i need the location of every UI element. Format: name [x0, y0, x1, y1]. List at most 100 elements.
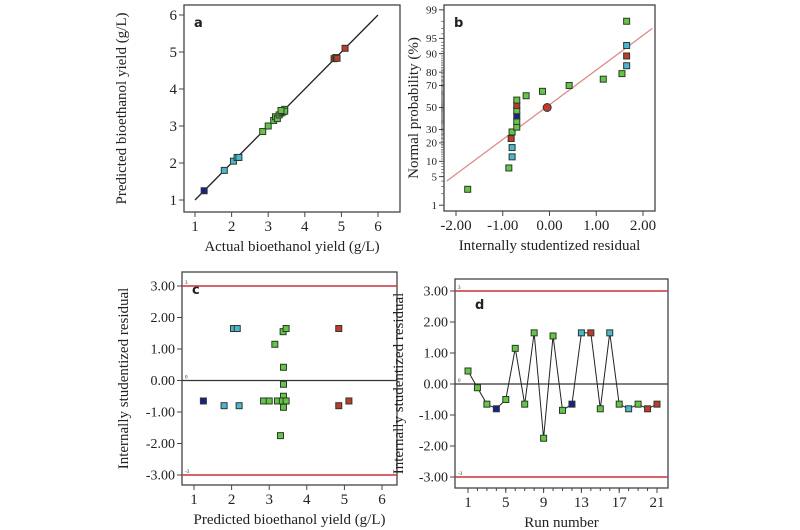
y-tick-label: 99 [426, 4, 438, 16]
x-axis-label: Actual bioethanol yield (g/L) [204, 239, 379, 255]
data-point [653, 400, 661, 408]
data-point [200, 187, 208, 195]
y-tick-label: 5 [170, 45, 178, 61]
y-tick-label: 1.00 [151, 343, 176, 358]
data-point [522, 92, 530, 100]
x-axis-label: Run number [524, 515, 599, 530]
data-point [634, 400, 642, 408]
plot-frame [183, 4, 401, 213]
data-point [618, 70, 626, 78]
data-point [464, 185, 472, 193]
data-point [233, 325, 241, 333]
x-tick-label: 2.00 [630, 218, 656, 234]
y-tick-label: 50 [426, 102, 438, 114]
x-tick-label: -1.00 [487, 218, 518, 234]
data-point [276, 432, 284, 440]
data-point [264, 122, 272, 130]
panel-label: c [192, 283, 200, 298]
y-tick-label: 2 [170, 156, 178, 172]
y-tick-label: 4 [170, 82, 178, 98]
y-tick-label: 95 [426, 33, 438, 45]
data-point [596, 405, 604, 413]
data-point [577, 329, 585, 337]
data-point [511, 344, 519, 352]
y-tick-label: -1.00 [419, 409, 448, 424]
x-axis-label: Predicted bioethanol yield (g/L) [193, 512, 385, 528]
data-point [568, 400, 576, 408]
data-point [508, 128, 516, 136]
data-point [623, 52, 631, 60]
data-point [492, 405, 500, 413]
data-point [199, 397, 207, 405]
data-point [220, 402, 228, 410]
x-tick-label: 1 [464, 495, 472, 511]
x-tick-label: 1.00 [583, 218, 609, 234]
data-point [260, 397, 268, 405]
data-point [530, 329, 538, 337]
x-tick-label: 0.00 [536, 218, 562, 234]
y-tick-label: 3.00 [151, 280, 176, 295]
data-point [565, 81, 573, 89]
y-axis-label: Internally studentized residual [391, 293, 407, 475]
y-tick-label: -3.00 [419, 471, 448, 486]
x-tick-label: 3 [264, 219, 272, 235]
data-point [265, 397, 273, 405]
x-tick-label: -2.00 [440, 218, 471, 234]
y-tick-label: 6 [170, 8, 178, 24]
data-point [644, 405, 652, 413]
x-tick-label: 4 [301, 219, 309, 235]
data-point [502, 396, 510, 403]
zero-line-label: 0 [185, 376, 188, 381]
y-tick-label: -2.00 [146, 437, 175, 452]
y-axis-label: Internally studentized residual [116, 288, 132, 470]
data-point [513, 123, 521, 131]
data-point [559, 406, 566, 414]
y-tick-label: 70 [426, 80, 438, 92]
y-tick-label: 3.00 [424, 285, 449, 300]
data-point [606, 329, 614, 337]
y-tick-label: 5 [432, 171, 438, 183]
x-tick-label: 6 [378, 492, 386, 508]
x-tick-label: 3 [265, 492, 273, 508]
y-tick-label: 20 [426, 137, 438, 149]
data-point [271, 340, 279, 348]
data-point [625, 405, 633, 413]
limit-line-label: 3 [458, 286, 461, 291]
x-tick-label: 5 [502, 495, 510, 511]
data-point [513, 96, 521, 104]
data-point [623, 42, 631, 50]
data-point [508, 153, 516, 161]
data-point [538, 87, 546, 95]
data-point [549, 332, 557, 340]
data-point [277, 106, 285, 114]
y-tick-label: -3.00 [146, 469, 175, 484]
zero-line-label: 0 [458, 379, 461, 384]
panel-d: 1 5 9 13 17 21 -3.00 -2.00 -1.00 0.00 1.00 2.00 3.00… [391, 278, 669, 530]
limit-line-label: 3 [185, 281, 188, 286]
y-tick-label: 30 [426, 124, 438, 136]
data-point [615, 400, 623, 408]
data-point [259, 128, 267, 136]
panel-a: 1 2 3 4 5 6 1 2 3 4 5 6 Actual bioethanol yield (g/L… [114, 4, 401, 255]
panel-label: b [454, 16, 463, 31]
data-point [587, 329, 595, 337]
data-point [623, 17, 631, 25]
y-axis-label: Predicted bioethanol yield (g/L) [114, 12, 130, 204]
data-point [345, 397, 353, 405]
data-point [521, 400, 529, 408]
x-tick-label: 6 [374, 219, 382, 235]
data-point [623, 62, 631, 70]
data-point [505, 164, 513, 172]
y-tick-label: 80 [426, 67, 438, 79]
y-tick-label: 3 [170, 119, 178, 135]
x-tick-label: 1 [191, 219, 199, 235]
data-point [507, 135, 515, 143]
x-axis-label: Internally studentized residual [459, 238, 641, 254]
data-point [279, 363, 287, 371]
data-point [341, 44, 349, 52]
x-tick-label: 5 [338, 219, 346, 235]
x-tick-label: 9 [540, 495, 548, 511]
limit-line-label: -3 [458, 472, 463, 477]
data-point [473, 384, 481, 392]
